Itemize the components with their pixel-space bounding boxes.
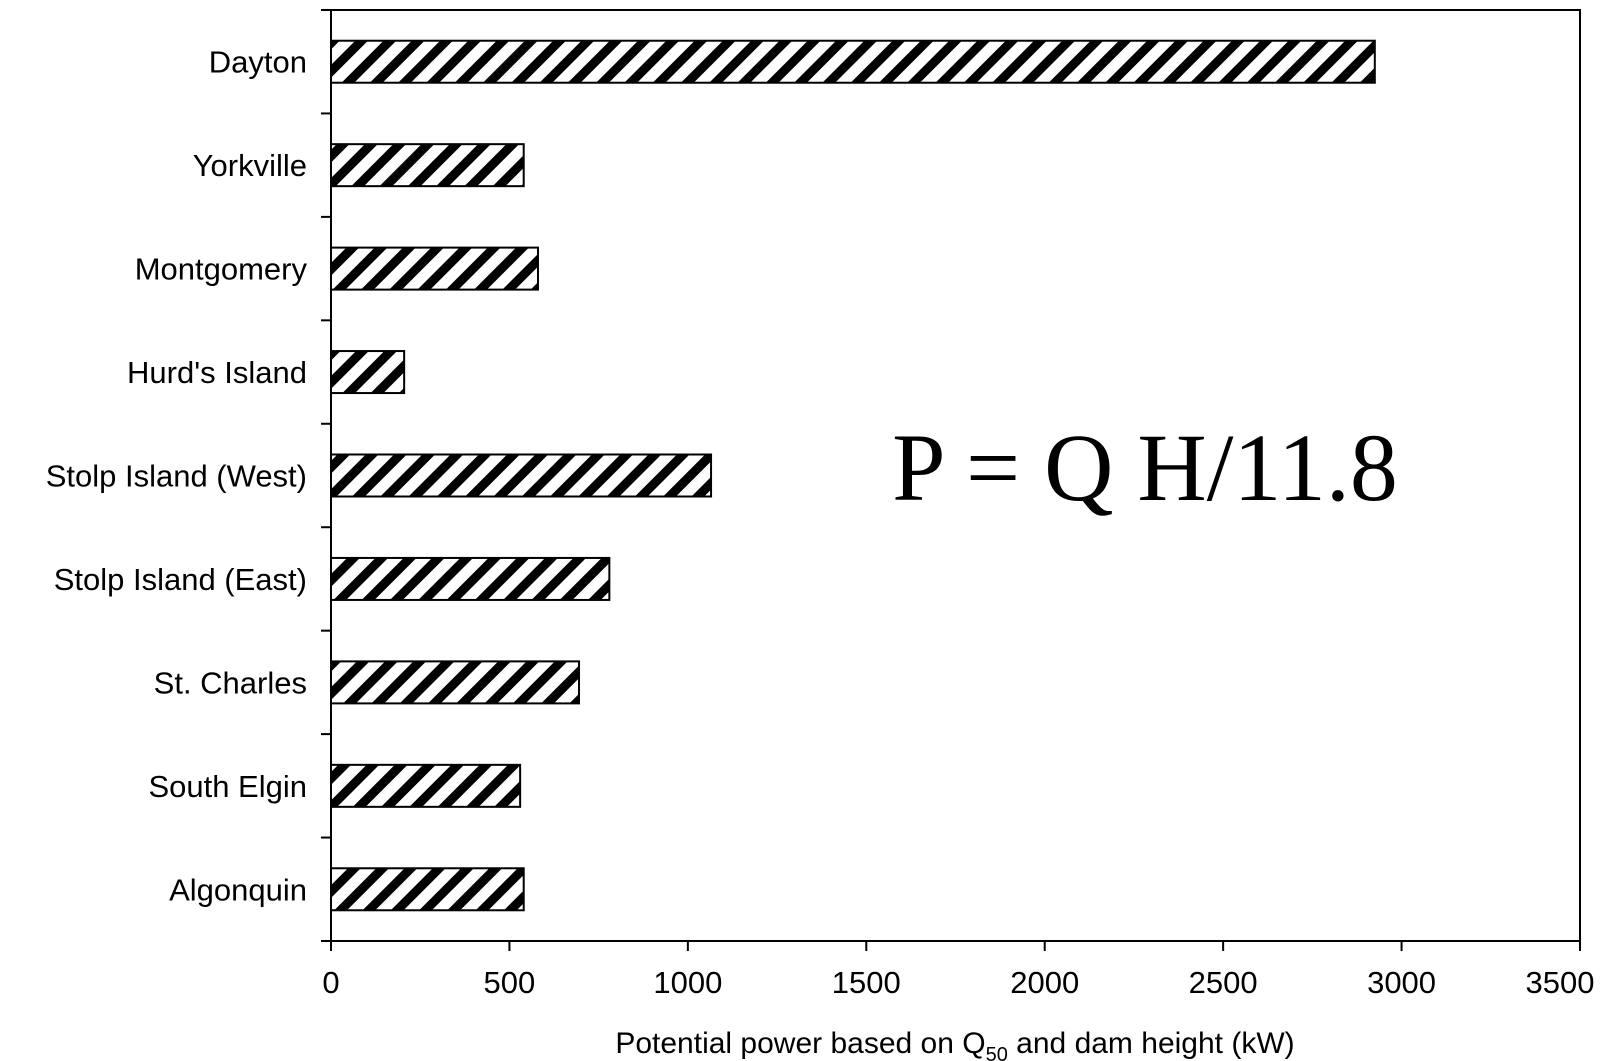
x-tick-label: 2000: [1010, 965, 1079, 1000]
x-tick-label: 1500: [832, 965, 901, 1000]
x-axis-title-subscript: 50: [986, 1044, 1008, 1061]
bar: [330, 39, 1376, 84]
bar: [330, 660, 581, 705]
x-tick-label: 3000: [1367, 965, 1436, 1000]
x-tick-label: 500: [484, 965, 536, 1000]
x-axis-title: Potential power based on Q50 and dam hei…: [615, 1027, 1294, 1061]
category-label: Dayton: [209, 45, 307, 80]
category-label: South Elgin: [148, 769, 307, 804]
x-axis-title-tail: and dam height (kW): [1008, 1027, 1295, 1060]
x-ticks-group: 0 500 1000 1500 2000 2500 3000 3500: [322, 941, 1594, 1000]
formula-annotation: P = Q H/11.8: [892, 414, 1398, 521]
category-label: Stolp Island (West): [46, 459, 307, 494]
x-tick-label: 2500: [1189, 965, 1258, 1000]
bar: [330, 867, 525, 912]
bar: [330, 143, 525, 188]
bar: [330, 246, 539, 291]
category-label: Algonquin: [169, 872, 307, 907]
category-label: Hurd's Island: [127, 355, 307, 390]
bar: [330, 763, 522, 808]
y-ticks-group: Dayton Yorkville Montgomery Hurd's Island St…: [46, 9, 331, 942]
x-axis-title-main: Potential power based on Q: [615, 1027, 985, 1060]
bar: [330, 453, 713, 498]
category-label: Montgomery: [135, 252, 308, 287]
x-tick-label: 1000: [653, 965, 722, 1000]
bar: [330, 350, 406, 395]
category-label: Yorkville: [193, 148, 307, 183]
bar: [330, 556, 611, 601]
category-label: St. Charles: [154, 665, 307, 700]
category-label: Stolp Island (East): [54, 562, 307, 597]
bars-group: [330, 39, 1376, 912]
x-tick-label: 0: [322, 965, 339, 1000]
x-tick-label: 3500: [1526, 965, 1595, 1000]
